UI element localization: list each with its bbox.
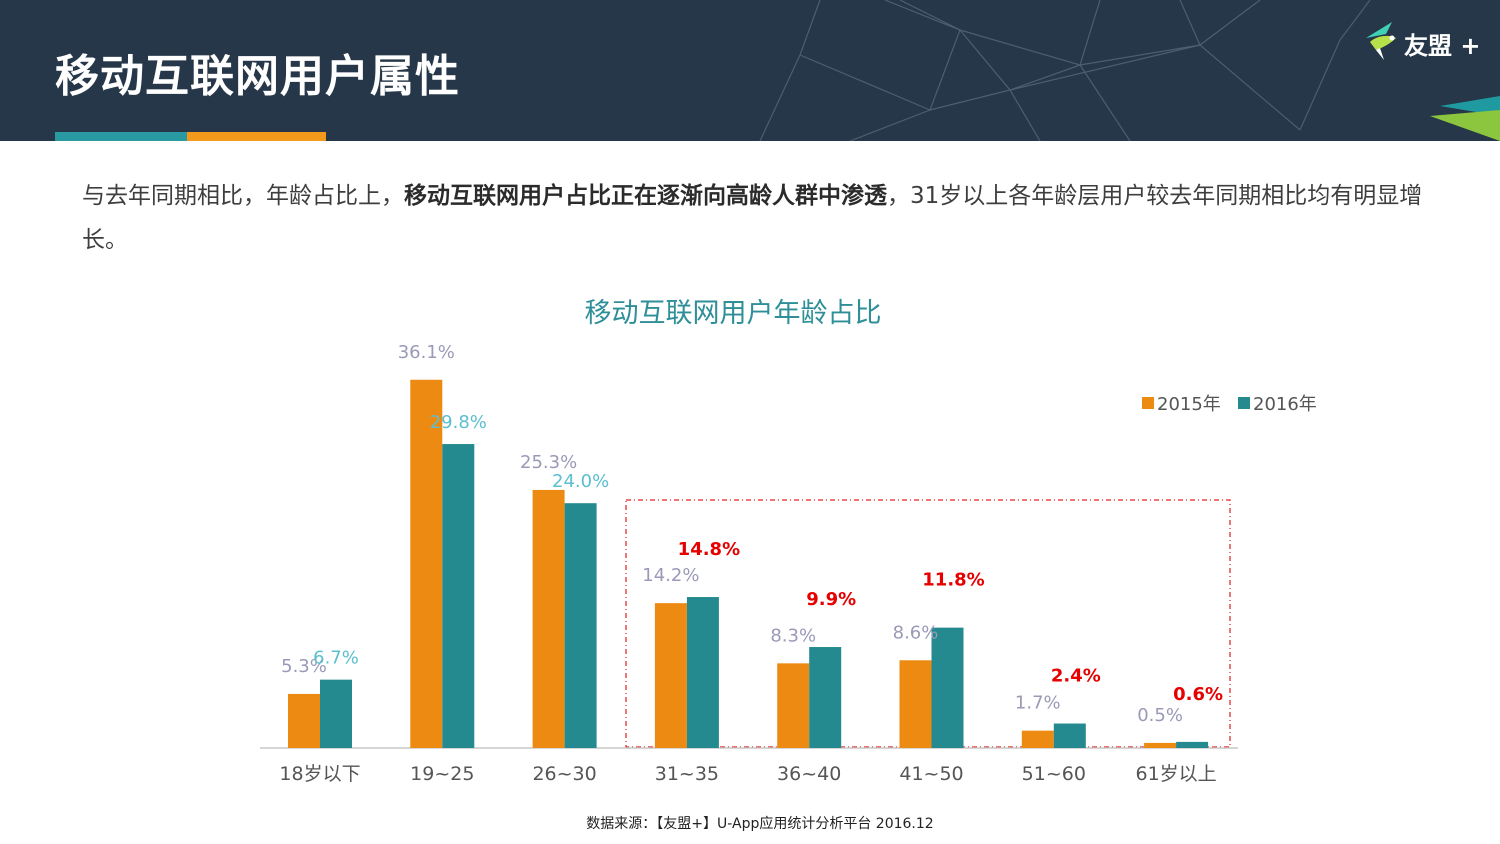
data-label-2016-2: 24.0% [552, 471, 609, 492]
data-label-2015-1: 36.1% [398, 342, 455, 363]
hummingbird-icon [1366, 22, 1396, 60]
data-label-2016-0: 6.7% [313, 648, 359, 669]
bar-2015-5 [899, 660, 932, 748]
bar-2016-5 [931, 627, 964, 748]
legend-swatch-2016 [1238, 397, 1250, 409]
x-tick-label-7: 61岁以上 [1136, 763, 1217, 785]
legend-swatch-2015 [1142, 397, 1154, 409]
summary-part2: ，31岁以上各年龄层用户较去年同期相比均有明显增长。 [82, 183, 1423, 253]
data-label-2015-3: 14.2% [642, 565, 699, 586]
legend-label-2016: 2016年 [1253, 394, 1317, 415]
logo-text: 友盟 + [1404, 32, 1481, 60]
legend-label-2015: 2015年 [1157, 394, 1221, 415]
header-banner: 移动互联网用户属性 友盟 + [0, 0, 1500, 141]
summary-part1: 与去年同期相比，年龄占比上， [82, 183, 404, 209]
bar-2015-2 [532, 489, 565, 748]
data-label-2016-1: 29.8% [430, 412, 487, 433]
bar-2015-7 [1144, 742, 1177, 748]
summary-bold: 移动互联网用户占比正在逐渐向高龄人群中渗透 [404, 183, 887, 209]
bar-2015-6 [1021, 730, 1054, 748]
data-label-2015-4: 8.3% [770, 625, 816, 646]
decorative-network-lines [759, 0, 1371, 141]
x-tick-label-0: 18岁以下 [279, 763, 360, 785]
bar-2015-0 [288, 693, 320, 748]
data-label-2015-6: 1.7% [1015, 693, 1061, 714]
bar-2016-0 [320, 679, 352, 748]
bar-2015-1 [410, 379, 443, 748]
data-label-2016-5: 11.8% [922, 570, 984, 591]
bar-2016-1 [442, 444, 475, 748]
data-label-2016-4: 9.9% [806, 589, 856, 610]
data-label-2016-7: 0.6% [1173, 684, 1223, 705]
x-tick-label-1: 19~25 [410, 763, 474, 785]
x-tick-label-3: 31~35 [655, 763, 719, 785]
page-title: 移动互联网用户属性 [55, 51, 460, 102]
data-label-2015-5: 8.6% [893, 622, 939, 643]
bar-2016-3 [686, 597, 719, 748]
bar-2016-2 [564, 503, 597, 748]
bar-2016-7 [1176, 741, 1209, 748]
x-tick-label-2: 26~30 [532, 763, 596, 785]
data-label-2015-0: 5.3% [281, 656, 327, 677]
x-tick-label-4: 36~40 [777, 763, 841, 785]
data-label-2016-3: 14.8% [678, 539, 740, 560]
bar-2015-4 [777, 663, 810, 748]
data-label-2016-6: 2.4% [1051, 666, 1101, 687]
data-label-2015-7: 0.5% [1137, 705, 1183, 726]
x-tick-label-5: 41~50 [899, 763, 963, 785]
bar-2015-3 [654, 603, 687, 748]
summary-text: 与去年同期相比，年龄占比上，移动互联网用户占比正在逐渐向高龄人群中渗透，31岁以… [82, 174, 1452, 262]
bar-2016-4 [809, 647, 842, 748]
data-label-2015-2: 25.3% [520, 452, 577, 473]
x-tick-label-6: 51~60 [1022, 763, 1086, 785]
data-source: 数据来源：【友盟+】U-App应用统计分析平台 2016.12 [586, 816, 934, 832]
brand-logo: 友盟 + [1362, 20, 1492, 64]
bar-2016-6 [1053, 723, 1086, 748]
accent-bar-teal [55, 132, 187, 141]
accent-bar-orange [187, 132, 326, 141]
decorative-corner [1430, 96, 1500, 141]
chart-title: 移动互联网用户年龄占比 [585, 298, 882, 329]
